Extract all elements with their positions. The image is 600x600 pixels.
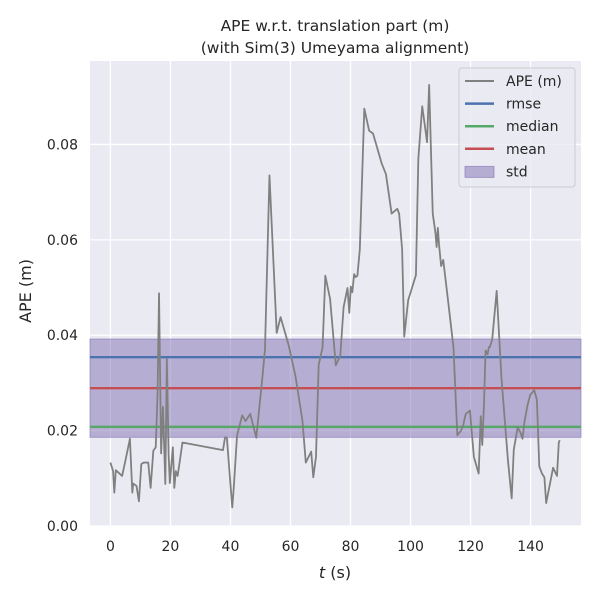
legend-label-std_fill: std [506, 164, 528, 180]
x-tick-label: 140 [517, 539, 544, 555]
legend-box [458, 67, 576, 188]
legend: APE (m) rmse median mean std [458, 67, 576, 188]
y-tick-label: 0.04 [47, 328, 78, 344]
y-axis-label: APE (m) [16, 259, 35, 323]
x-tick-label: 100 [397, 539, 424, 555]
legend-entry-median: median [465, 119, 558, 135]
legend-label-mean: mean [506, 142, 546, 158]
legend-entry-std_fill: std [464, 164, 528, 180]
y-tick-label: 0.02 [47, 424, 78, 440]
x-axis-unit: (s) [325, 563, 351, 582]
legend-entry-rmse: rmse [465, 97, 541, 113]
y-tick-label: 0.00 [47, 519, 78, 535]
chart-title: APE w.r.t. translation part (m) [221, 17, 450, 35]
legend-entry-ape: APE (m) [465, 74, 562, 90]
x-tick-label: 40 [222, 539, 240, 555]
legend-label-ape: APE (m) [506, 74, 562, 90]
chart-subtitle: (with Sim(3) Umeyama alignment) [201, 39, 470, 57]
x-tick-label: 20 [162, 539, 180, 555]
legend-label-median: median [506, 119, 558, 135]
x-tick-label: 120 [457, 539, 484, 555]
x-axis-variable: t [319, 563, 326, 582]
y-tick-label: 0.08 [47, 137, 78, 153]
x-tick-label: 0 [106, 539, 115, 555]
legend-entry-mean: mean [465, 142, 546, 158]
legend-label-rmse: rmse [506, 97, 541, 113]
x-tick-label: 80 [342, 539, 360, 555]
x-tick-label: 60 [282, 539, 300, 555]
y-tick-label: 0.06 [47, 233, 78, 249]
x-axis-label: t (s) [319, 563, 351, 582]
legend-swatch-std [464, 165, 495, 178]
plot-area: 0 20 40 60 80 100 120 140 0.00 0.02 0.04 0.06 0.08 AP… [47, 61, 582, 555]
